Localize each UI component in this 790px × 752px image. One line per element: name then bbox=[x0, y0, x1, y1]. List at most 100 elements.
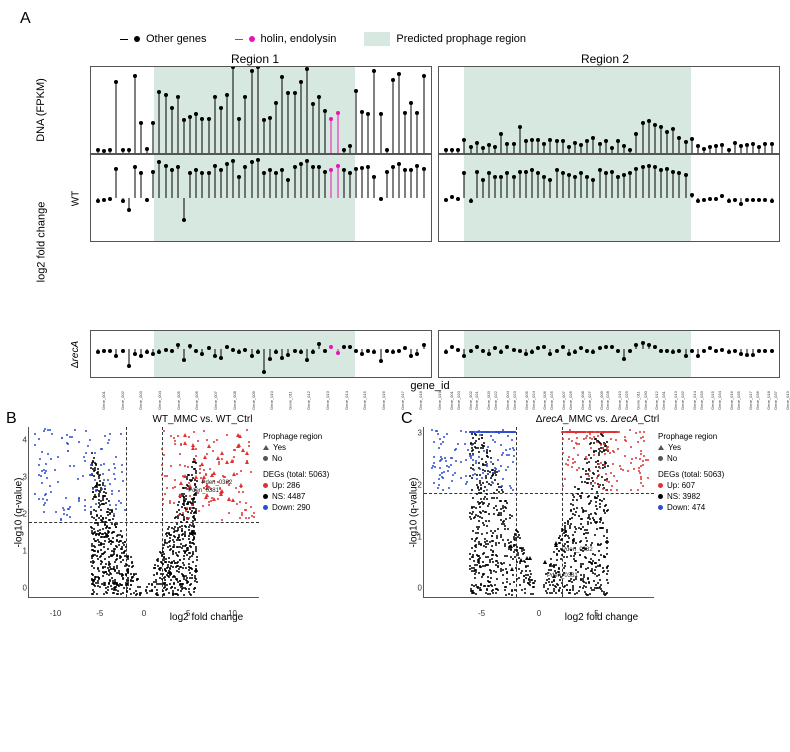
volcano-point bbox=[594, 534, 596, 536]
volcano-point bbox=[44, 428, 46, 430]
volcano-point bbox=[630, 462, 632, 464]
gene-id-label: Gene_016 bbox=[729, 391, 734, 410]
volcano-point bbox=[596, 521, 598, 523]
volcano-xlabel: log2 fold change bbox=[423, 612, 780, 623]
volcano-point bbox=[604, 464, 606, 466]
gene-point bbox=[182, 358, 186, 362]
volcano-point bbox=[600, 554, 602, 556]
volcano-point bbox=[516, 561, 518, 563]
gene-point bbox=[108, 197, 112, 201]
volcano-point bbox=[233, 456, 235, 458]
volcano-point bbox=[102, 571, 104, 573]
gene-point bbox=[422, 74, 426, 78]
gene-point bbox=[385, 170, 389, 174]
volcano-point bbox=[595, 461, 597, 463]
volcano-point bbox=[642, 460, 644, 462]
gene-id-label: Gene_032 bbox=[680, 391, 685, 410]
volcano-point bbox=[569, 589, 571, 591]
gene-point bbox=[708, 197, 712, 201]
volcano-point bbox=[595, 521, 597, 523]
gene-id-label: Gene_005 bbox=[524, 391, 529, 410]
volcano-point bbox=[193, 532, 195, 534]
gene-point bbox=[585, 139, 589, 143]
gene-point bbox=[444, 350, 448, 354]
gene-point bbox=[415, 164, 419, 168]
gene-point bbox=[262, 370, 266, 374]
volcano-point bbox=[495, 468, 497, 470]
volcano-point bbox=[603, 449, 605, 451]
gene-point bbox=[505, 171, 509, 175]
volcano-point bbox=[189, 584, 191, 586]
volcano-point bbox=[156, 589, 158, 591]
volcano-point bbox=[472, 464, 474, 466]
volcano-point bbox=[477, 487, 479, 489]
gene-point bbox=[622, 357, 626, 361]
gene-point bbox=[114, 80, 118, 84]
gene-point bbox=[628, 171, 632, 175]
volcano-point bbox=[487, 564, 489, 566]
volcano-point bbox=[504, 543, 506, 545]
volcano-point bbox=[176, 554, 178, 556]
volcano-point bbox=[521, 570, 523, 572]
volcano-point bbox=[582, 580, 584, 582]
gene-point bbox=[250, 354, 254, 358]
volcano-point-prophage bbox=[510, 567, 514, 571]
volcano-point bbox=[104, 558, 106, 560]
gene-point bbox=[176, 95, 180, 99]
volcano-point bbox=[500, 536, 502, 538]
volcano-point-prophage bbox=[528, 556, 532, 560]
gene-point bbox=[280, 356, 284, 360]
volcano-point bbox=[585, 510, 587, 512]
volcano-point bbox=[131, 561, 133, 563]
volcano-point bbox=[601, 500, 603, 502]
volcano-point bbox=[606, 441, 608, 443]
volcano-point bbox=[161, 474, 163, 476]
volcano-point bbox=[551, 565, 553, 567]
volcano-point bbox=[637, 489, 639, 491]
volcano-point bbox=[487, 446, 489, 448]
volcano-point bbox=[482, 464, 484, 466]
volcano-point bbox=[505, 568, 507, 570]
volcano-point bbox=[639, 431, 641, 433]
gene-point bbox=[745, 198, 749, 202]
volcano-point bbox=[166, 542, 168, 544]
gene-point bbox=[493, 175, 497, 179]
volcano-point bbox=[637, 441, 639, 443]
gene-point bbox=[256, 158, 260, 162]
volcano-point bbox=[604, 466, 606, 468]
volcano-point bbox=[603, 535, 605, 537]
volcano-point bbox=[108, 527, 110, 529]
gene-point bbox=[598, 346, 602, 350]
volcano-point bbox=[595, 466, 597, 468]
volcano-point bbox=[460, 430, 462, 432]
volcano-point bbox=[638, 467, 640, 469]
volcano-point bbox=[155, 581, 157, 583]
volcano-point bbox=[478, 520, 480, 522]
volcano-point bbox=[647, 477, 649, 479]
gene-point bbox=[610, 146, 614, 150]
volcano-point bbox=[180, 590, 182, 592]
volcano-point bbox=[576, 592, 578, 594]
gene-point bbox=[450, 195, 454, 199]
gene-point bbox=[739, 202, 743, 206]
volcano-point bbox=[505, 586, 507, 588]
volcano-point bbox=[34, 493, 36, 495]
volcano-point bbox=[506, 572, 508, 574]
volcano-point bbox=[481, 434, 483, 436]
volcano-point bbox=[173, 535, 175, 537]
volcano-point bbox=[591, 563, 593, 565]
gene-id-label: Gene_023 bbox=[512, 391, 517, 410]
volcano-point bbox=[481, 517, 483, 519]
volcano-point bbox=[148, 583, 150, 585]
volcano-point bbox=[514, 556, 516, 558]
gene-point bbox=[385, 349, 389, 353]
gene-point bbox=[616, 349, 620, 353]
gene-id-label: Gene_028 bbox=[605, 391, 610, 410]
volcano-point bbox=[102, 517, 104, 519]
gene-point bbox=[133, 352, 137, 356]
volcano-point bbox=[102, 575, 104, 577]
volcano-point-prophage bbox=[202, 475, 206, 479]
volcano-point bbox=[177, 546, 179, 548]
volcano-point bbox=[192, 561, 194, 563]
volcano-point bbox=[570, 510, 572, 512]
